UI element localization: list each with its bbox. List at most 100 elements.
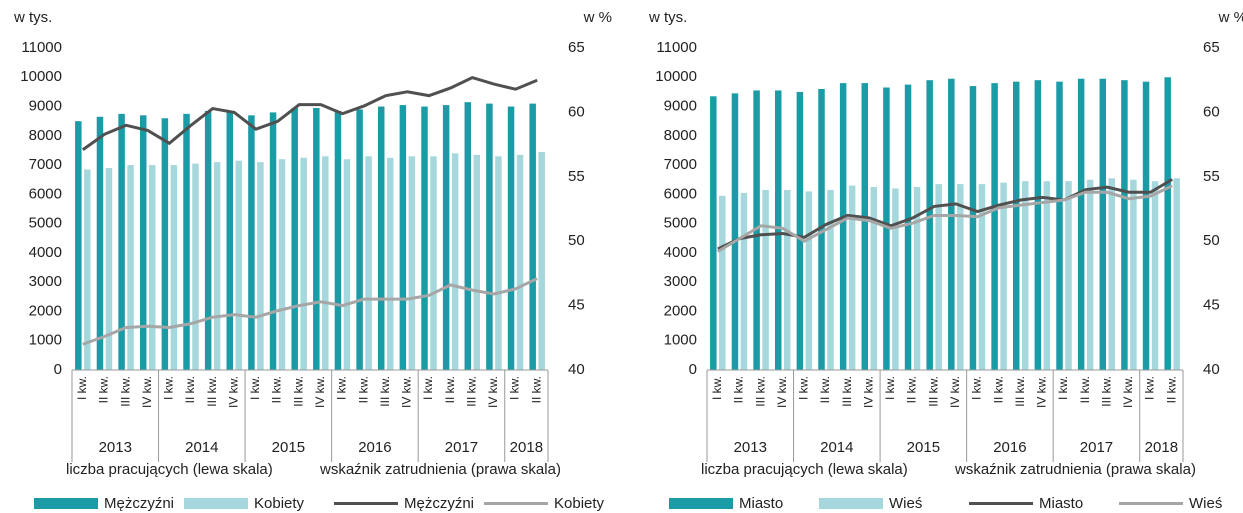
annotation: liczba pracujących (lewa skala) (701, 461, 908, 478)
bar (507, 106, 515, 370)
bar (183, 113, 190, 370)
bar (883, 87, 890, 370)
bar (848, 185, 856, 370)
annotation: wskaźnik zatrudnienia (prawa skala) (954, 461, 1196, 478)
x-tick-label: I kw. (883, 376, 897, 400)
x-group-label: 2018 (510, 439, 543, 456)
x-tick-label: III kw. (1013, 376, 1027, 407)
line (717, 184, 1173, 253)
legend-swatch (184, 498, 248, 509)
bar (161, 118, 169, 370)
x-tick-label: I kw. (248, 376, 262, 400)
x-tick-label: III kw. (1099, 376, 1113, 407)
bar (719, 195, 726, 370)
x-tick-label: III kw. (464, 376, 478, 407)
bar (1142, 81, 1150, 370)
y-tick-label: 7000 (664, 156, 697, 173)
annotation: liczba pracujących (lewa skala) (66, 461, 273, 478)
bar (430, 156, 437, 370)
bar (948, 78, 955, 371)
bar (935, 184, 942, 370)
y2-tick-label: 45 (568, 297, 585, 314)
y-tick-label: 3000 (664, 273, 697, 290)
x-group-label: 2014 (820, 439, 853, 456)
bar (105, 168, 113, 370)
bar (127, 165, 134, 370)
bar (343, 159, 351, 370)
y-tick-label: 0 (689, 361, 697, 378)
bar (957, 184, 964, 370)
bar (495, 156, 502, 370)
annotation: wskaźnik zatrudnienia (prawa skala) (319, 461, 561, 478)
y-axis-title: w tys. (648, 9, 687, 26)
x-tick-label: II kw. (732, 376, 746, 403)
x-tick-label: II kw. (1078, 376, 1092, 403)
x-group-label: 2017 (1080, 439, 1113, 456)
y-tick-label: 5000 (29, 215, 62, 232)
bar (1012, 81, 1020, 370)
bar (486, 103, 493, 371)
x-tick-label: III kw. (840, 376, 854, 407)
bar (1043, 181, 1051, 370)
bar (464, 102, 472, 371)
x-tick-label: IV kw. (1121, 376, 1135, 408)
bar (313, 108, 320, 370)
x-group-label: 2013 (734, 439, 767, 456)
bar (978, 184, 986, 370)
line (81, 76, 538, 151)
bar (740, 192, 748, 370)
y2-tick-label: 65 (1203, 39, 1220, 56)
bar (451, 153, 459, 370)
bar (139, 115, 147, 370)
y-tick-label: 5000 (664, 215, 697, 232)
line (82, 277, 538, 346)
bar (913, 187, 921, 370)
bar (796, 91, 804, 370)
legend-label: Wieś (889, 495, 922, 512)
bar (753, 90, 760, 370)
bar (408, 156, 416, 370)
bar (356, 109, 363, 371)
bar (118, 113, 125, 370)
y2-tick-label: 65 (568, 39, 585, 56)
bar (783, 189, 791, 370)
x-tick-label: IV kw. (226, 376, 240, 408)
legend-label: Mężczyźni (104, 495, 174, 512)
bar (774, 90, 782, 370)
bar (892, 188, 899, 370)
y2-tick-label: 55 (1203, 168, 1220, 185)
x-tick-label: IV kw. (313, 376, 327, 408)
legend-label: Kobiety (554, 495, 605, 512)
bar (377, 106, 385, 370)
y2-tick-label: 45 (1203, 297, 1220, 314)
x-tick-label: III kw. (118, 376, 132, 407)
x-tick-label: IV kw. (486, 376, 500, 408)
y-tick-label: 1000 (664, 332, 697, 349)
x-tick-label: II kw. (183, 376, 197, 403)
x-tick-label: III kw. (753, 376, 767, 407)
bar (192, 163, 199, 370)
bar (1151, 181, 1159, 370)
bar (1121, 80, 1128, 370)
legend-swatch (819, 498, 883, 509)
bar (442, 105, 450, 370)
x-tick-label: IV kw. (1035, 376, 1049, 408)
y2-axis-title: w % (1218, 9, 1243, 26)
x-tick-label: IV kw. (861, 376, 875, 408)
bar (731, 93, 739, 370)
bar (322, 156, 329, 370)
bar (148, 165, 156, 370)
bar (213, 162, 221, 370)
bar (827, 189, 834, 370)
x-tick-label: I kw. (797, 376, 811, 400)
bar (1056, 81, 1063, 370)
bar (969, 86, 977, 371)
y-tick-label: 2000 (664, 302, 697, 319)
y2-tick-label: 50 (1203, 232, 1220, 249)
bar (1164, 77, 1171, 370)
bar (762, 189, 769, 370)
bar (538, 151, 545, 370)
x-tick-label: III kw. (926, 376, 940, 407)
x-tick-label: II kw. (97, 376, 111, 403)
